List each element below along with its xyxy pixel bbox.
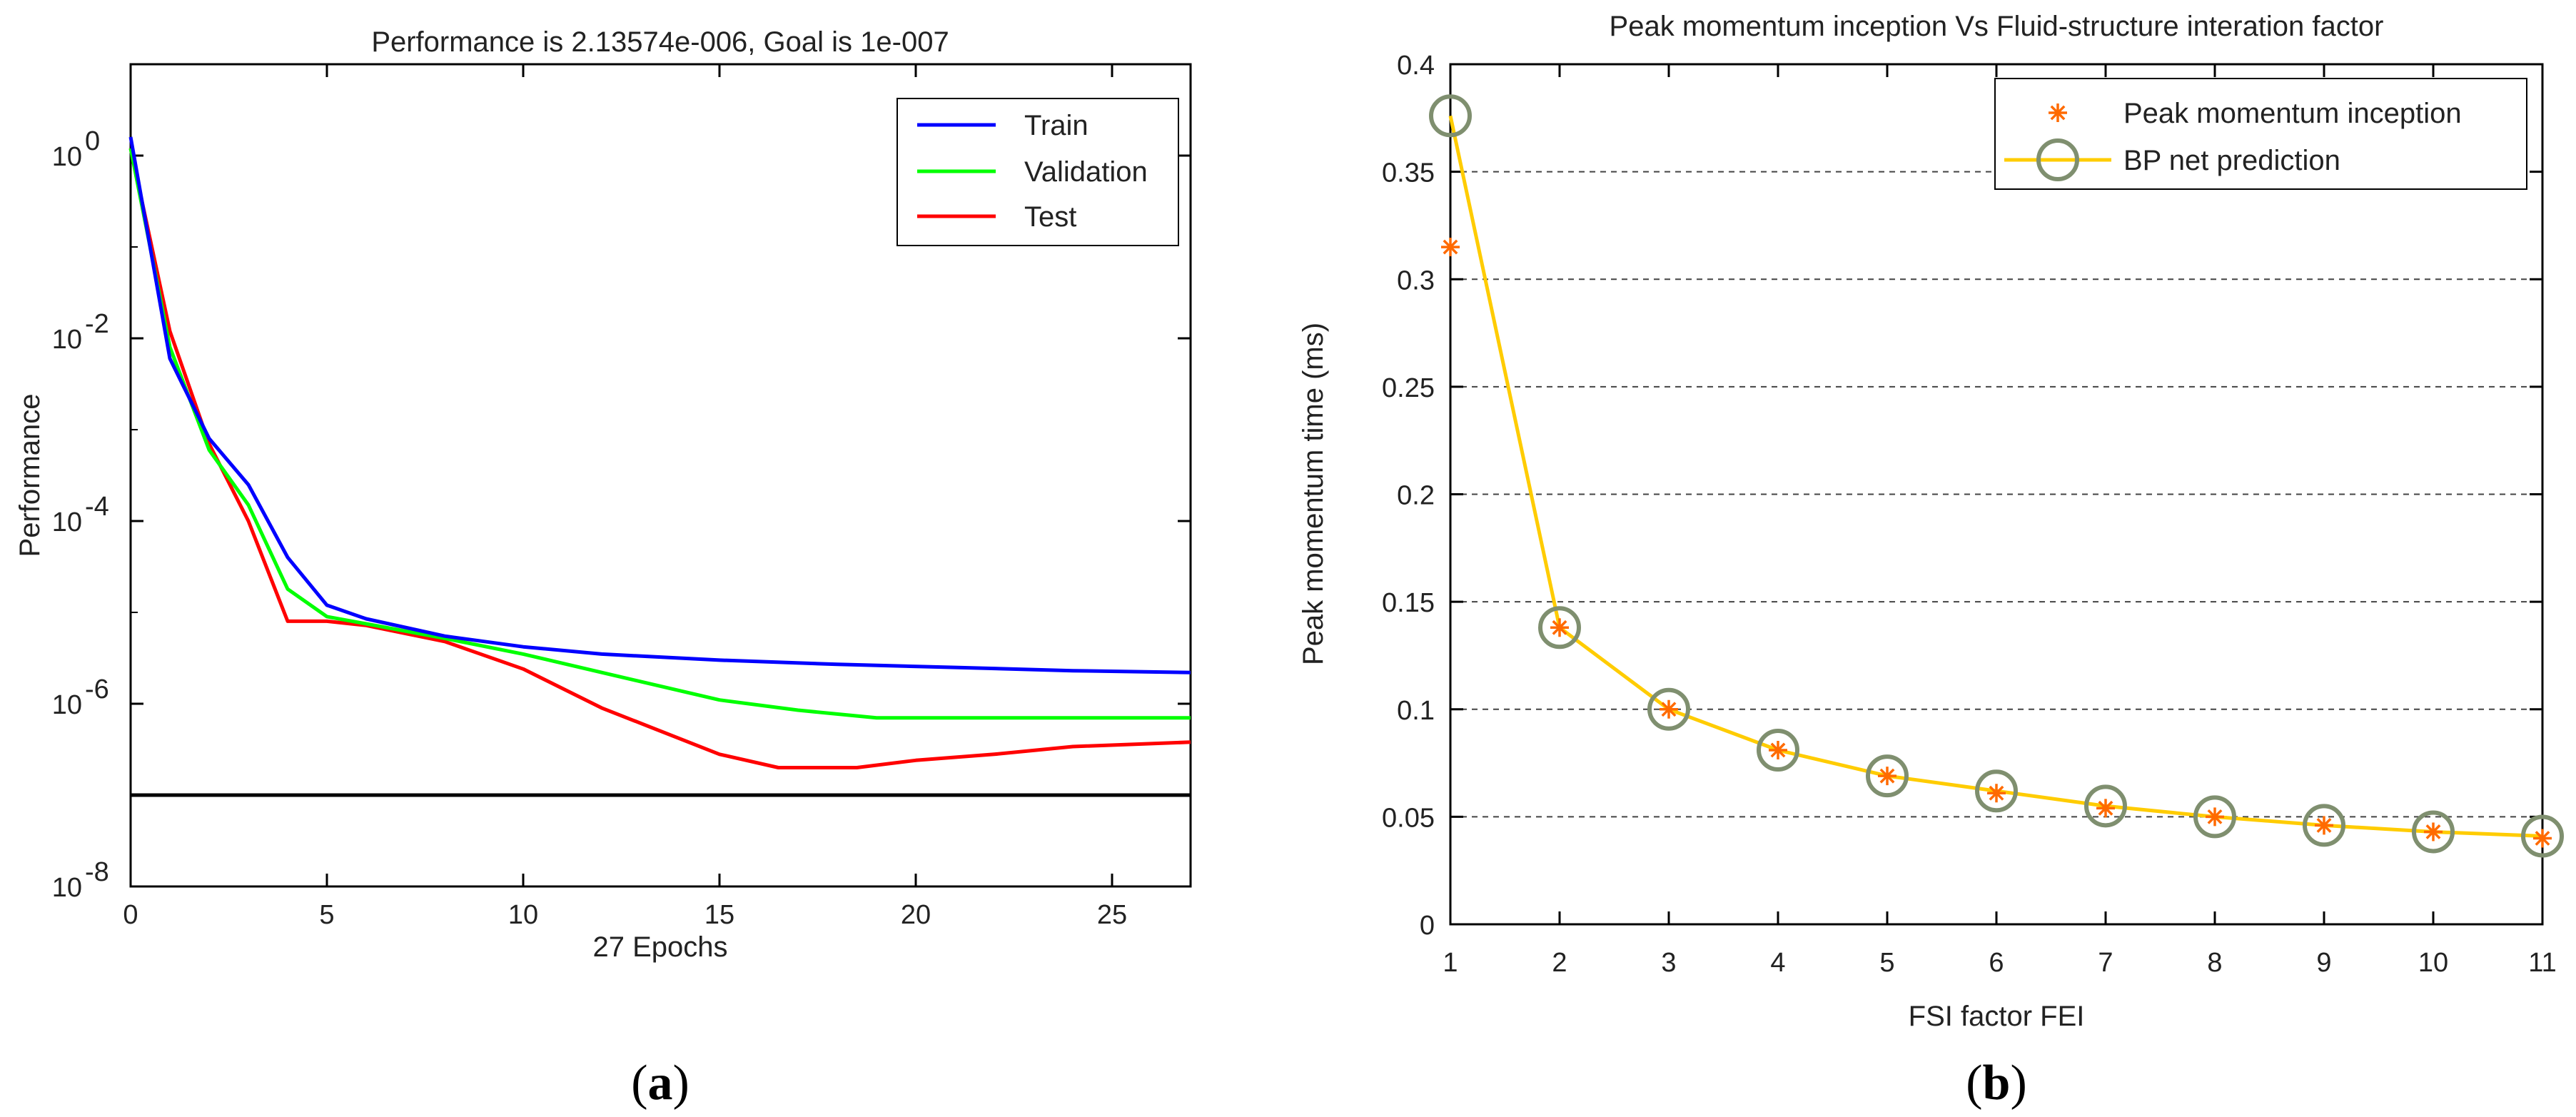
legend-peak-momentum-label: Peak momentum inception xyxy=(2123,98,2462,129)
panel-b-x-tick-label: 10 xyxy=(2418,948,2448,978)
panel-b-peak-momentum-point xyxy=(1878,767,1896,786)
legend-bp-net-circle xyxy=(2036,138,2079,181)
asterisk-stroke xyxy=(1989,785,2004,801)
panel-b-y-tick-label: 0.15 xyxy=(1382,588,1435,618)
panel-a-x-tick-label: 0 xyxy=(123,900,138,930)
panel-a-y-tick-exponent: -6 xyxy=(85,674,109,704)
panel-b-y-tick-label: 0.4 xyxy=(1397,51,1435,81)
panel-b-x-tick-label: 1 xyxy=(1443,948,1458,978)
asterisk-stroke xyxy=(2207,809,2223,824)
panel-a-y-tick-exponent: -8 xyxy=(85,857,109,887)
panel-b-series xyxy=(1429,94,2564,858)
panel-b-bp-net-point xyxy=(1647,687,1690,731)
panel-b-y-tick-label: 0.1 xyxy=(1397,696,1435,726)
asterisk-stroke xyxy=(2535,831,2550,846)
panel-a-y-tick-exponent: -2 xyxy=(85,309,109,339)
panel-a-performance-chart: Performance is 2.13574e-006, Goal is 1e-… xyxy=(14,26,1192,963)
panel-a-series-validation-line xyxy=(128,148,1191,720)
legend-test-label: Test xyxy=(1024,201,1076,233)
panel-b-y-tick-label: 0.35 xyxy=(1382,158,1435,188)
caption-a: (a) xyxy=(631,1056,690,1111)
panel-b-title: Peak momentum inception Vs Fluid-structu… xyxy=(1610,11,2384,42)
panel-b-x-tick-label: 11 xyxy=(2528,948,2556,978)
panel-b-y-tick-label: 0.2 xyxy=(1397,481,1435,511)
panel-b-x-tick-label: 5 xyxy=(1879,948,1894,978)
panel-b-x-tick-label: 4 xyxy=(1770,948,1785,978)
panel-b-bp-net-point xyxy=(2412,810,2455,854)
legend-peak-asterisk xyxy=(2049,103,2067,122)
panel-b-peak-momentum-point xyxy=(2206,807,2224,827)
panel-b-x-tick-label: 6 xyxy=(1989,948,2004,978)
panel-b-bp-net-point xyxy=(1757,728,1799,772)
legend-bp-net-label: BP net prediction xyxy=(2123,145,2340,176)
panel-b-bp-net-point xyxy=(1538,606,1581,650)
panel-a-x-tick-label: 15 xyxy=(704,900,734,930)
panel-b-legend-box xyxy=(1994,78,2527,190)
asterisk-stroke xyxy=(2316,817,2332,833)
panel-a-y-axis-label: Performance xyxy=(14,394,46,557)
panel-b-x-tick-label: 7 xyxy=(2098,948,2113,978)
panel-b-peak-momentum-point xyxy=(1550,618,1569,637)
panel-a-y-tick-exponent: -4 xyxy=(85,492,109,522)
panel-a-series xyxy=(128,136,1191,797)
panel-b-bp-net-point xyxy=(1975,769,2018,813)
panel-a-series-test-line xyxy=(128,148,1191,769)
asterisk-stroke xyxy=(1770,742,1786,758)
panel-b-peak-momentum-point xyxy=(2315,816,2333,835)
asterisk-stroke xyxy=(1879,768,1895,784)
panel-a-y-tick-label: 10 xyxy=(52,690,82,720)
panel-b-peak-momentum-point xyxy=(1660,699,1678,719)
panel-b-momentum-chart: Peak momentum inception Vs Fluid-structu… xyxy=(1298,11,2564,1032)
legend-peak-momentum-marker xyxy=(2049,103,2067,122)
legend-validation-label: Validation xyxy=(1024,156,1148,188)
panel-b-bp-net-point xyxy=(2521,814,2564,858)
asterisk-stroke xyxy=(1661,702,1677,717)
panel-a-y-tick-label: 10 xyxy=(52,325,82,355)
panel-b-legend: Peak momentum inception BP net predictio… xyxy=(1994,78,2527,190)
panel-b-axes: 0 0.05 0.1 0.15 0.2 0.25 0.3 0.35 0.4 1 2 3 4 5 6 7 8 9 10… xyxy=(1382,51,2557,978)
legend-train-label: Train xyxy=(1024,110,1089,141)
panel-b-peak-momentum-point xyxy=(1769,740,1787,759)
panel-a-title: Performance is 2.13574e-006, Goal is 1e-… xyxy=(371,26,949,58)
asterisk-stroke xyxy=(2050,105,2066,121)
panel-a-x-tick-label: 20 xyxy=(901,900,931,930)
panel-a-y-tick-label: 10 xyxy=(52,873,82,903)
panel-b-peak-momentum-point xyxy=(2096,799,2115,818)
panel-a-x-tick-label: 25 xyxy=(1097,900,1127,930)
panel-b-x-tick-label: 8 xyxy=(2207,948,2222,978)
panel-b-bp-net-point xyxy=(2193,795,2236,839)
panel-b-peak-momentum-point xyxy=(1441,238,1460,257)
panel-a-x-axis-label: 27 Epochs xyxy=(592,931,727,963)
panel-b-bp-net-point xyxy=(1429,94,1472,138)
panel-b-peak-momentum-point xyxy=(1987,784,2006,803)
panel-a-series-train-line xyxy=(128,136,1191,674)
panel-a-y-tick-exponent: 0 xyxy=(85,126,100,156)
asterisk-stroke xyxy=(1443,239,1458,255)
panel-a-legend: Train Validation Test xyxy=(896,98,1179,246)
panel-b-y-tick-label: 0.25 xyxy=(1382,373,1435,403)
panel-b-y-axis-label: Peak momentum time (ms) xyxy=(1298,323,1329,665)
asterisk-stroke xyxy=(2098,800,2113,816)
panel-a-x-tick-label: 10 xyxy=(508,900,538,930)
panel-b-x-tick-label: 3 xyxy=(1661,948,1676,978)
asterisk-stroke xyxy=(2425,824,2441,839)
panel-a-x-tick-label: 5 xyxy=(319,900,334,930)
panel-b-bp-net-point xyxy=(2084,784,2127,828)
panel-b-bp-net-point xyxy=(1866,754,1909,798)
panel-b-bp-net-point xyxy=(2303,804,2345,847)
caption-b: (b) xyxy=(1966,1056,2027,1111)
panel-b-y-tick-label: 0 xyxy=(1420,911,1435,941)
panel-b-x-axis-label: FSI factor FEI xyxy=(1909,1001,2085,1032)
panel-b-x-tick-label: 2 xyxy=(1552,948,1567,978)
panel-a-y-tick-label: 10 xyxy=(52,142,82,172)
asterisk-stroke xyxy=(1552,620,1567,635)
panel-b-peak-momentum-point xyxy=(2424,822,2443,841)
panel-a-y-tick-label: 10 xyxy=(52,507,82,537)
panel-b-y-tick-label: 0.3 xyxy=(1397,266,1435,295)
panel-b-peak-momentum-point xyxy=(2533,829,2552,848)
panel-b-y-tick-label: 0.05 xyxy=(1382,803,1435,833)
panel-b-x-tick-label: 9 xyxy=(2316,948,2331,978)
